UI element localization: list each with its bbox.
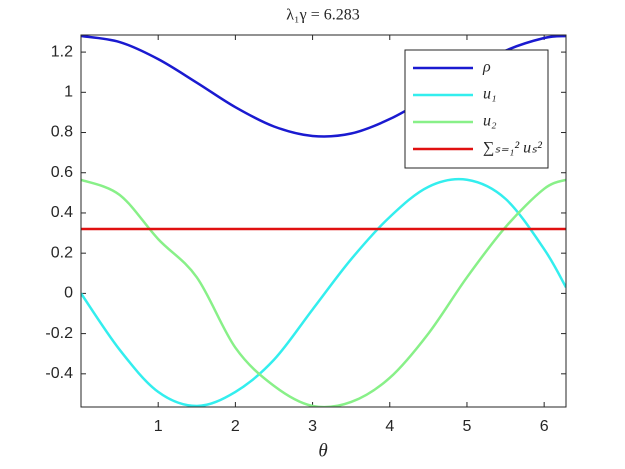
y-tick-label: -0.2 (45, 325, 73, 342)
y-tick-label: 0.6 (51, 164, 73, 181)
y-tick-label: 1.2 (51, 43, 73, 60)
legend-label: ∑ₛ₌₁² uₛ² (483, 140, 543, 157)
x-tick-label: 2 (231, 418, 240, 435)
x-tick-label: 5 (463, 418, 472, 435)
x-tick-label: 4 (385, 418, 394, 435)
y-tick-label: 0 (64, 285, 73, 302)
y-tick-label: 1 (64, 84, 73, 101)
x-tick-label: 3 (308, 418, 317, 435)
legend-label: ρ (482, 59, 491, 76)
x-axis-label: θ (318, 440, 327, 461)
chart-title: λ₁γ = 6.283 (286, 7, 359, 24)
legend-label: u₁ (483, 86, 497, 103)
legend-label: u₂ (483, 113, 497, 130)
y-tick-label: -0.4 (45, 365, 73, 382)
series-line (81, 177, 566, 407)
y-tick-label: 0.2 (51, 244, 73, 261)
y-tick-label: 0.4 (51, 204, 73, 221)
y-tick-label: 0.8 (51, 124, 73, 141)
axes-box (80, 34, 567, 408)
x-tick-label: 1 (154, 418, 163, 435)
x-tick-label: 6 (540, 418, 549, 435)
